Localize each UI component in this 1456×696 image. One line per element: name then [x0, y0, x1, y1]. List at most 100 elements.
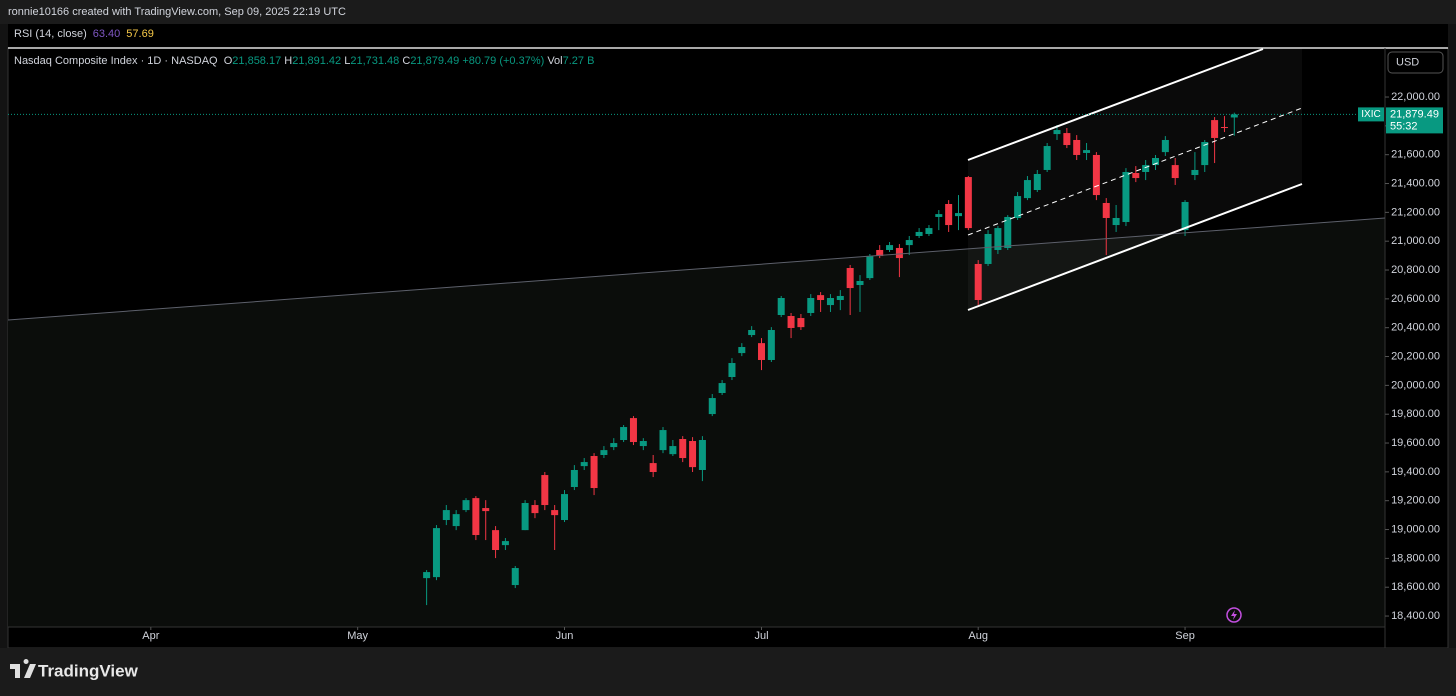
- candle-body: [580, 462, 588, 467]
- candle-body: [777, 297, 785, 316]
- candle-body: [1083, 150, 1091, 153]
- y-tick-label: 20,800.00: [1391, 264, 1440, 276]
- x-tick-label: Jun: [556, 630, 574, 642]
- y-tick-label: 19,400.00: [1391, 466, 1440, 478]
- legend-label: O: [223, 55, 233, 67]
- candle-body: [472, 498, 480, 536]
- indicator-value: 57.69: [126, 28, 154, 40]
- candle-body: [836, 295, 844, 301]
- legend-value: 21,731.48: [350, 55, 400, 67]
- candle-body: [905, 240, 913, 246]
- legend-value: 21,858.17: [232, 55, 282, 67]
- candle-body: [974, 263, 982, 301]
- x-tick-label: Sep: [1175, 630, 1195, 642]
- price-box: [1386, 107, 1443, 134]
- y-tick-label: 19,200.00: [1391, 495, 1440, 507]
- channel-area: [968, 49, 1302, 310]
- candle-body: [846, 268, 854, 289]
- footer-bar: [0, 648, 1456, 696]
- candle-body: [541, 475, 549, 506]
- candle-body: [826, 297, 834, 306]
- y-tick-label: 21,000.00: [1391, 235, 1440, 247]
- candle-body: [492, 530, 500, 551]
- candle-body: [945, 203, 953, 226]
- candle-body: [856, 280, 864, 286]
- candle-body: [876, 249, 884, 257]
- channel-lower: [967, 183, 1303, 311]
- candle-body: [708, 398, 716, 415]
- candle-body: [551, 510, 559, 516]
- candle-body: [718, 383, 726, 394]
- candle-body: [895, 247, 903, 259]
- candle-body: [767, 330, 775, 360]
- candle-body: [1043, 146, 1051, 170]
- candle-body: [669, 446, 677, 455]
- candle-body: [629, 418, 637, 443]
- attribution: ronnie10166 created with TradingView.com…: [8, 6, 346, 18]
- y-tick-label: 18,800.00: [1391, 552, 1440, 564]
- y-tick-label: 20,000.00: [1391, 379, 1440, 391]
- candle-body: [1112, 217, 1120, 226]
- channel-mid: [967, 107, 1303, 236]
- candle-body: [1033, 174, 1041, 191]
- candle-body: [590, 456, 598, 489]
- candle-body: [1142, 165, 1150, 172]
- candle-body: [1152, 158, 1159, 166]
- trend-area: [8, 218, 1385, 627]
- candle-body: [442, 510, 450, 521]
- candle-body: [984, 233, 992, 264]
- y-tick-label: 20,600.00: [1391, 293, 1440, 305]
- candle-body: [1063, 133, 1071, 146]
- legend-label: L: [344, 55, 351, 67]
- candle-body: [1073, 139, 1081, 155]
- y-tick-label: 18,400.00: [1391, 610, 1440, 622]
- candle-body: [1181, 201, 1189, 231]
- candle-body: [935, 214, 943, 217]
- candle-body: [1161, 139, 1169, 153]
- candle-body: [1132, 172, 1140, 179]
- candle-body: [925, 228, 933, 234]
- legend-value: 21,891.42: [292, 55, 342, 67]
- candle-body: [758, 343, 766, 360]
- candle-body: [915, 231, 923, 237]
- legend-change: +80.79 (+0.37%): [462, 55, 545, 67]
- candle-body: [1122, 171, 1130, 223]
- y-tick-label: 19,800.00: [1391, 408, 1440, 420]
- candle-body: [1023, 180, 1031, 199]
- y-tick-label: 21,600.00: [1391, 149, 1440, 161]
- candle-body: [1230, 114, 1238, 118]
- candle-body: [511, 568, 519, 586]
- candle-body: [679, 438, 687, 459]
- candle-body: [886, 245, 894, 250]
- y-tick-label: 20,200.00: [1391, 350, 1440, 362]
- candle-body: [787, 316, 795, 328]
- symbol: Nasdaq Composite Index · 1D · NASDAQ: [14, 55, 218, 67]
- currency-box[interactable]: [1387, 51, 1444, 74]
- currency: USD: [1396, 56, 1419, 68]
- event-icon[interactable]: [1226, 607, 1242, 623]
- candle-body: [659, 430, 667, 451]
- candle-body: [1092, 154, 1100, 196]
- y-tick-label: 18,600.00: [1391, 581, 1440, 593]
- legend: Nasdaq Composite Index · 1D · NASDAQ O21…: [14, 55, 594, 67]
- candle-body: [531, 505, 539, 514]
- candle-body: [423, 572, 431, 579]
- candle-body: [1220, 127, 1228, 129]
- x-tick-label: Apr: [142, 630, 159, 642]
- candle-body: [452, 514, 460, 527]
- indicator-name: RSI (14, close): [14, 28, 87, 40]
- indicator-value: 63.40: [93, 28, 121, 40]
- candle-body: [639, 441, 647, 447]
- price-label: 21,879.49: [1390, 108, 1439, 120]
- candle-body: [501, 541, 509, 546]
- indicator-name: RSI (14, close) 63.40 57.69: [14, 28, 154, 40]
- legend-value: 7.27 B: [562, 55, 595, 67]
- x-tick-label: Aug: [968, 630, 988, 642]
- candle-body: [1201, 142, 1209, 166]
- candle-body: [600, 450, 608, 456]
- y-tick-label: 19,000.00: [1391, 523, 1440, 535]
- candle-body: [1211, 120, 1219, 138]
- candle-body: [521, 503, 529, 531]
